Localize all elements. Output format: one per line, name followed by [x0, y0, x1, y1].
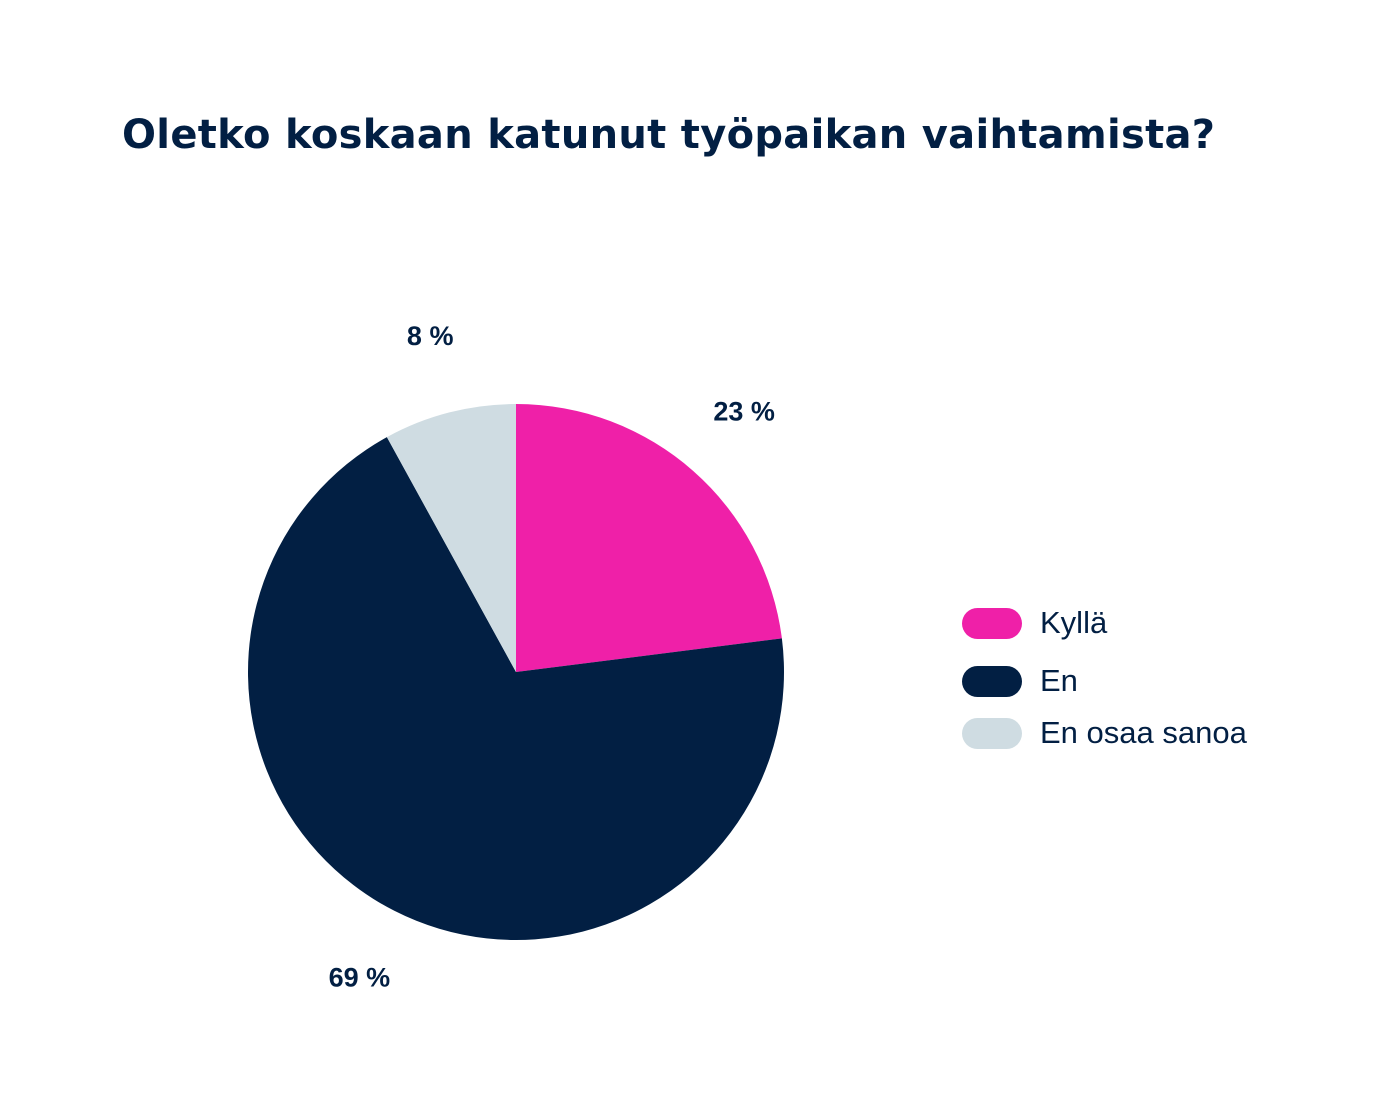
legend-item-en: En	[962, 652, 1247, 710]
legend-swatch	[962, 665, 1022, 697]
legend-label: En	[1040, 663, 1078, 698]
pie-slice-en-osaa-sanoa	[386, 404, 516, 672]
legend-swatch	[962, 717, 1022, 749]
data-label-kylla: 23 %	[713, 396, 775, 426]
pie-slice-en	[247, 437, 784, 941]
data-label-en-osaa-sanoa: 8 %	[407, 321, 454, 351]
legend-item-en-osaa-sanoa: En osaa sanoa	[962, 704, 1247, 762]
chart-title: Oletko koskaan katunut työpaikan vaihtam…	[122, 112, 1216, 158]
legend-label: En osaa sanoa	[1040, 715, 1247, 750]
legend-swatch	[962, 607, 1022, 639]
pie-slice-kylla	[516, 404, 782, 672]
legend-item-kylla: Kyllä	[962, 594, 1247, 652]
data-label-en: 69 %	[329, 963, 391, 993]
legend: Kyllä En En osaa sanoa	[962, 594, 1247, 762]
legend-label: Kyllä	[1040, 605, 1108, 640]
